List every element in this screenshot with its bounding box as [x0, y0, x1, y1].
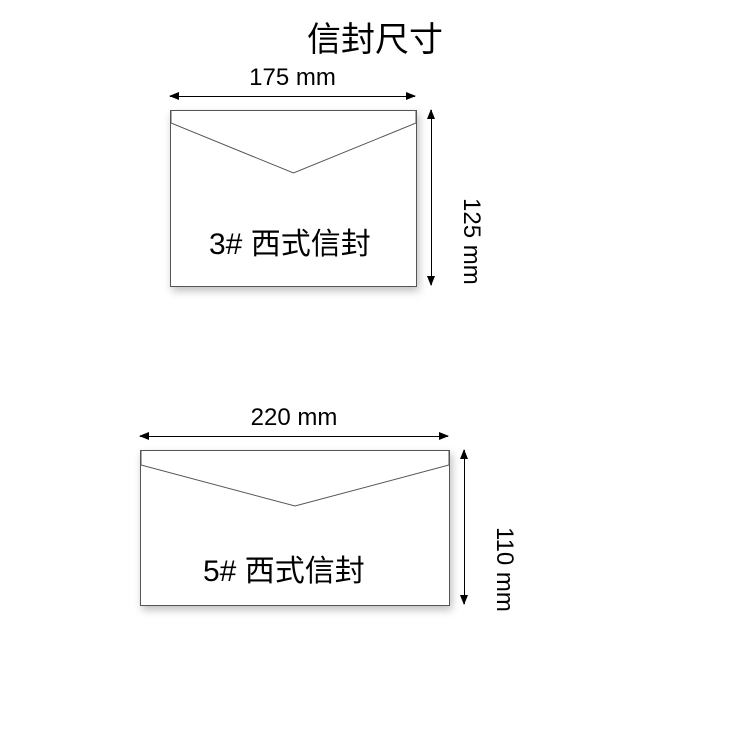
dimension-line — [140, 436, 448, 437]
env5-width-dimension: 220 mm — [140, 404, 448, 437]
dimension-line — [431, 110, 432, 285]
env3-height-label: 125 mm — [457, 198, 485, 285]
env5-height-label: 110 mm — [490, 527, 518, 612]
env3-height-dimension: 125 mm — [431, 110, 432, 285]
dimension-line — [170, 96, 415, 97]
env3-label: 3# 西式信封 — [209, 219, 371, 263]
env3-width-dimension: 175 mm — [170, 64, 415, 97]
envelope-3: 3# 西式信封 — [170, 110, 417, 287]
env5-height-dimension: 110 mm — [464, 450, 465, 604]
env5-label: 5# 西式信封 — [203, 546, 365, 590]
env5-width-label: 220 mm — [140, 404, 448, 432]
envelope-5: 5# 西式信封 — [140, 450, 450, 606]
page-title: 信封尺寸 — [307, 12, 443, 61]
env3-width-label: 175 mm — [170, 64, 415, 92]
dimension-line — [464, 450, 465, 604]
